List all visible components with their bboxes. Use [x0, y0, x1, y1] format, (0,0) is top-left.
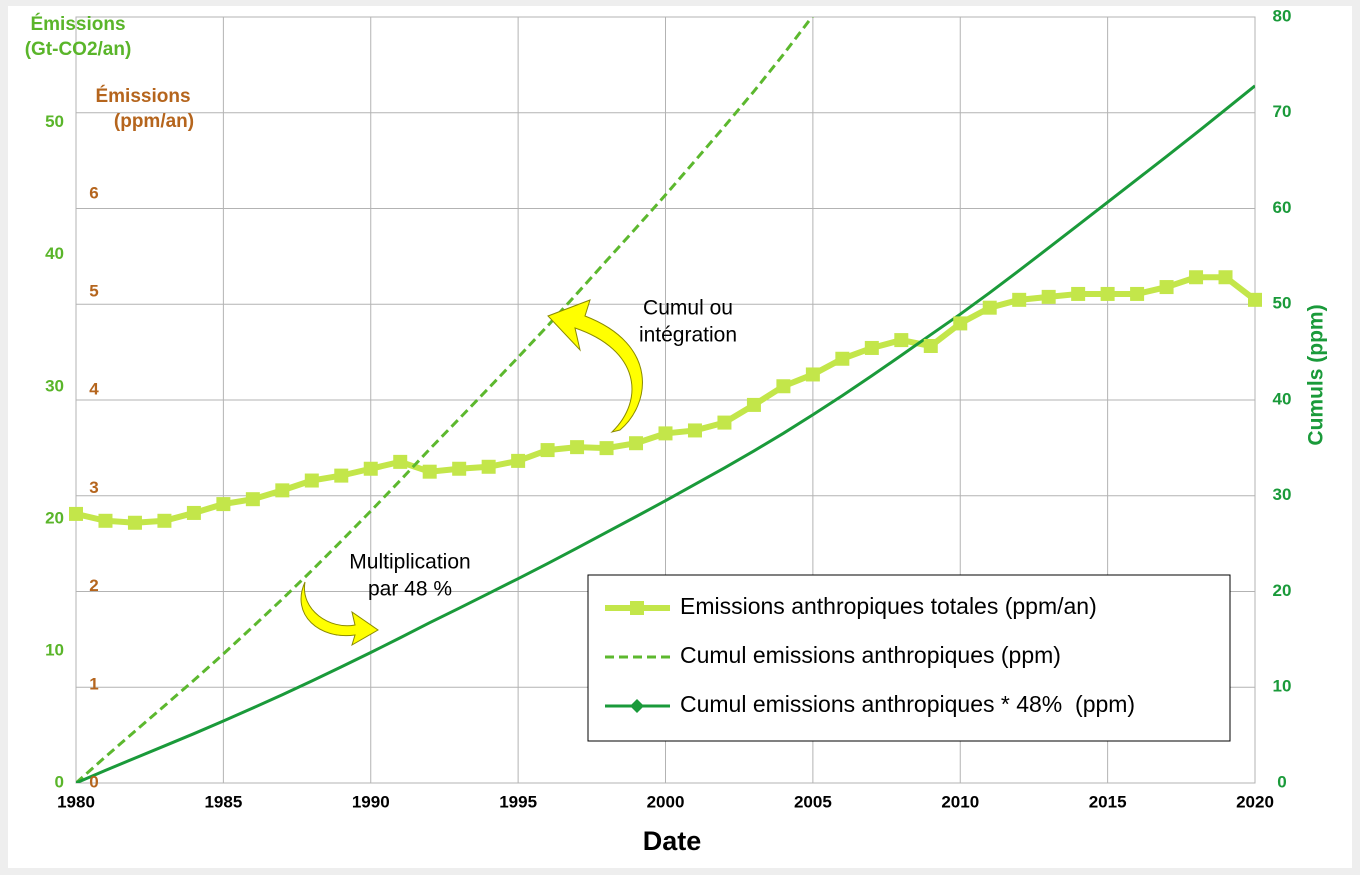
- marker: [805, 367, 820, 382]
- legend-label: Emissions anthropiques totales (ppm/an): [680, 593, 1097, 619]
- marker: [1130, 286, 1145, 301]
- marker: [481, 459, 496, 474]
- y2-axis-title: Cumuls (ppm): [1305, 304, 1328, 445]
- marker: [746, 397, 761, 412]
- marker: [216, 497, 231, 512]
- y-gt-tick-label: 40: [45, 244, 64, 263]
- marker: [304, 473, 319, 488]
- marker: [570, 440, 585, 455]
- marker: [630, 601, 644, 615]
- y-tick-label: 4: [89, 380, 99, 399]
- y-gt-tick-label: 20: [45, 508, 64, 527]
- marker: [776, 379, 791, 394]
- marker: [127, 515, 142, 530]
- x-tick-label: 1985: [204, 792, 242, 811]
- y-tick-label: 1: [89, 674, 98, 693]
- marker: [923, 338, 938, 353]
- x-tick-label: 1995: [499, 792, 537, 811]
- annotation: intégration: [639, 324, 737, 347]
- marker: [658, 426, 673, 441]
- y2-tick-label: 70: [1273, 102, 1292, 121]
- marker: [245, 492, 260, 507]
- y2-tick-label: 10: [1273, 677, 1292, 696]
- y2-tick-label: 40: [1273, 389, 1292, 408]
- plot-frame: [75, 16, 1256, 784]
- marker: [630, 699, 644, 713]
- marker: [1248, 292, 1262, 307]
- marker: [275, 483, 290, 498]
- legend-label: Cumul emissions anthropiques * 48% (ppm): [680, 691, 1135, 717]
- marker: [334, 468, 349, 483]
- arrow-integration: [547, 299, 643, 433]
- annotation: Multiplication: [349, 551, 470, 574]
- y-gt-tick-label: 30: [45, 376, 64, 395]
- x-tick-label: 2020: [1236, 792, 1274, 811]
- markers: [69, 270, 1262, 530]
- y-gt-tick-label: 0: [55, 772, 64, 791]
- x-tick-label: 2010: [941, 792, 979, 811]
- y-tick-label: 3: [89, 478, 98, 497]
- marker: [422, 464, 437, 479]
- x-tick-label: 1980: [57, 792, 95, 811]
- y-gt-axis-title: Émissions: [30, 13, 125, 35]
- labels: 1980 1985 1990 1995 2000 2005 2010 2015 20200102…: [25, 6, 1328, 856]
- series-line: [76, 17, 814, 783]
- annotation: par 48 %: [368, 578, 452, 601]
- x-tick-label: 2000: [647, 792, 685, 811]
- marker: [717, 415, 732, 430]
- y-tick-label: 2: [89, 576, 98, 595]
- marker: [687, 423, 702, 438]
- marker: [953, 316, 968, 331]
- legend-label: Cumul emissions anthropiques (ppm): [680, 642, 1061, 668]
- marker: [1159, 280, 1174, 295]
- marker: [511, 453, 526, 468]
- y-axis-title: (ppm/an): [114, 111, 194, 132]
- x-tick-label: 1990: [352, 792, 390, 811]
- marker: [894, 333, 909, 348]
- y2-tick-label: 20: [1273, 581, 1292, 600]
- marker: [982, 300, 997, 315]
- y-tick-label: 0: [89, 772, 98, 791]
- marker: [1041, 289, 1056, 304]
- x-tick-label: 2005: [794, 792, 832, 811]
- legend: [587, 574, 1231, 742]
- marker: [98, 513, 113, 528]
- marker: [835, 351, 850, 366]
- marker: [186, 505, 201, 520]
- y2-tick-label: 80: [1273, 6, 1292, 25]
- marker: [393, 454, 408, 469]
- marker: [69, 506, 83, 521]
- y-gt-axis-title: (Gt-CO2/an): [25, 39, 132, 60]
- y-gt-tick-label: 50: [45, 112, 64, 131]
- y-gt-tick-label: 10: [45, 640, 64, 659]
- marker: [1100, 286, 1115, 301]
- marker: [1218, 270, 1233, 285]
- annotation: Cumul ou: [643, 297, 733, 320]
- x-axis-title: Date: [643, 826, 702, 856]
- marker: [1071, 286, 1086, 301]
- x-tick-label: 2015: [1089, 792, 1127, 811]
- marker: [1012, 292, 1027, 307]
- y2-tick-label: 30: [1273, 485, 1292, 504]
- y-tick-label: 6: [89, 183, 98, 202]
- marker: [157, 513, 172, 528]
- y2-tick-label: 50: [1273, 294, 1292, 313]
- marker: [864, 340, 879, 355]
- y-axis-title: Émissions: [95, 85, 190, 107]
- arrow-multiplication: [300, 581, 379, 647]
- series-line: [76, 84, 1255, 783]
- marker: [452, 461, 467, 476]
- marker: [540, 443, 555, 458]
- marker: [1189, 270, 1204, 285]
- y2-tick-label: 60: [1273, 198, 1292, 217]
- marker: [599, 441, 614, 456]
- y-tick-label: 5: [89, 281, 98, 300]
- y2-tick-label: 0: [1277, 772, 1286, 791]
- marker: [629, 436, 644, 451]
- marker: [363, 461, 378, 476]
